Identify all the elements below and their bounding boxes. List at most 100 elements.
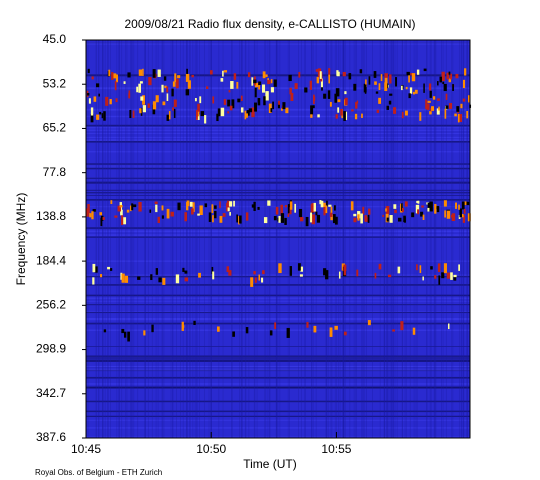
spectrum-texture <box>194 40 196 438</box>
spectrum-texture <box>304 40 306 438</box>
spectrum-texture <box>125 40 127 438</box>
spectrum-texture <box>286 327 290 338</box>
spectrum-texture <box>310 212 313 223</box>
spectrum-texture <box>297 263 301 271</box>
spectrum-texture <box>422 214 425 220</box>
spectrum-texture <box>184 277 189 282</box>
spectrum-texture <box>319 71 322 79</box>
spectrum-texture <box>378 83 381 91</box>
spectrum-texture <box>219 201 221 209</box>
spectrum-texture <box>262 270 265 275</box>
spectrum-texture <box>86 230 470 233</box>
spectrum-texture <box>211 204 214 214</box>
spectrum-texture <box>89 213 92 218</box>
spectrum-texture <box>329 327 333 337</box>
spectrum-texture <box>334 40 336 438</box>
spectrum-texture <box>168 111 171 120</box>
spectrum-texture <box>463 208 466 214</box>
spectrum-texture <box>120 209 123 216</box>
spectrum-texture <box>86 427 470 429</box>
spectrum-texture <box>323 268 327 276</box>
spectrum-texture <box>325 205 328 214</box>
spectrum-texture <box>102 40 104 438</box>
spectrum-texture <box>458 114 463 123</box>
spectrum-texture <box>361 40 363 438</box>
spectrum-texture <box>104 40 106 438</box>
spectrum-texture <box>121 215 124 225</box>
spectrum-texture <box>118 40 120 438</box>
spectrum-texture <box>119 205 123 208</box>
spectrum-texture <box>350 201 354 211</box>
spectrum-texture <box>329 101 332 107</box>
spectrum-texture <box>240 40 242 438</box>
spectrum-texture <box>380 74 383 82</box>
spectrum-texture <box>116 40 118 438</box>
spectrum-texture <box>86 163 470 166</box>
spectrum-texture <box>123 331 127 338</box>
spectrum-texture <box>87 92 90 96</box>
spectrum-texture <box>275 40 277 438</box>
spectrum-texture <box>99 111 102 115</box>
spectrum-texture <box>367 214 370 223</box>
spectrum-texture <box>131 203 134 211</box>
spectrum-texture <box>378 97 382 104</box>
x-tick-label: 10:45 <box>71 442 101 456</box>
spectrum-texture <box>439 76 442 83</box>
spectrum-texture <box>402 40 403 438</box>
spectrum-texture <box>86 260 470 262</box>
spectrum-texture <box>419 112 422 121</box>
spectrum-texture <box>454 113 457 117</box>
spectrum-texture <box>102 217 105 220</box>
spectrum-texture <box>238 216 240 225</box>
spectrum-texture <box>149 209 152 213</box>
spectrum-texture <box>282 102 286 110</box>
spectrum-texture <box>326 40 327 438</box>
spectrum-texture <box>309 80 312 90</box>
spectrum-texture <box>230 81 234 89</box>
spectrum-texture <box>337 40 339 438</box>
spectrum-texture <box>428 83 432 91</box>
spectrum-texture <box>435 40 437 438</box>
spectrum-texture <box>445 105 449 109</box>
spectrum-texture <box>217 108 221 117</box>
spectrum-texture <box>161 84 164 93</box>
spectrum-texture <box>368 208 371 215</box>
spectrum-texture <box>365 79 367 88</box>
spectrum-texture <box>139 108 142 114</box>
spectrum-texture <box>463 201 467 206</box>
spectrum-texture <box>131 40 133 438</box>
spectrum-texture <box>345 111 348 120</box>
spectrum-texture <box>373 71 377 78</box>
spectrum-texture <box>120 272 123 280</box>
spectrum-texture <box>408 75 410 83</box>
spectrum-texture <box>268 103 272 113</box>
spectrum-texture <box>166 114 170 121</box>
spectrum-texture <box>193 320 196 325</box>
spectrum-texture <box>449 103 453 109</box>
spectrum-texture <box>270 108 273 113</box>
spectrum-texture <box>386 217 389 222</box>
spectrum-texture <box>86 400 470 403</box>
spectrum-texture <box>186 202 189 211</box>
spectrum-texture <box>466 40 468 438</box>
spectrum-texture <box>336 70 339 76</box>
spectrum-texture <box>452 40 454 438</box>
spectrum-texture <box>174 73 177 83</box>
spectrum-texture <box>422 276 424 281</box>
spectrum-texture <box>319 200 322 205</box>
spectrum-texture <box>240 40 242 438</box>
spectrum-texture <box>86 177 470 179</box>
spectrum-texture <box>373 74 376 77</box>
spectrum-texture <box>385 208 387 212</box>
spectrum-texture <box>327 40 329 438</box>
spectrum-texture <box>144 40 146 438</box>
spectrum-texture <box>294 203 297 213</box>
spectrum-texture <box>211 40 212 438</box>
spectrum-texture <box>389 93 393 96</box>
spectrum-texture <box>438 275 441 285</box>
spectrum-texture <box>86 297 470 300</box>
spectrum-texture <box>251 77 254 86</box>
spectrum-texture <box>121 328 125 334</box>
spectrum-texture <box>267 79 271 85</box>
spectrum-texture <box>208 40 210 438</box>
